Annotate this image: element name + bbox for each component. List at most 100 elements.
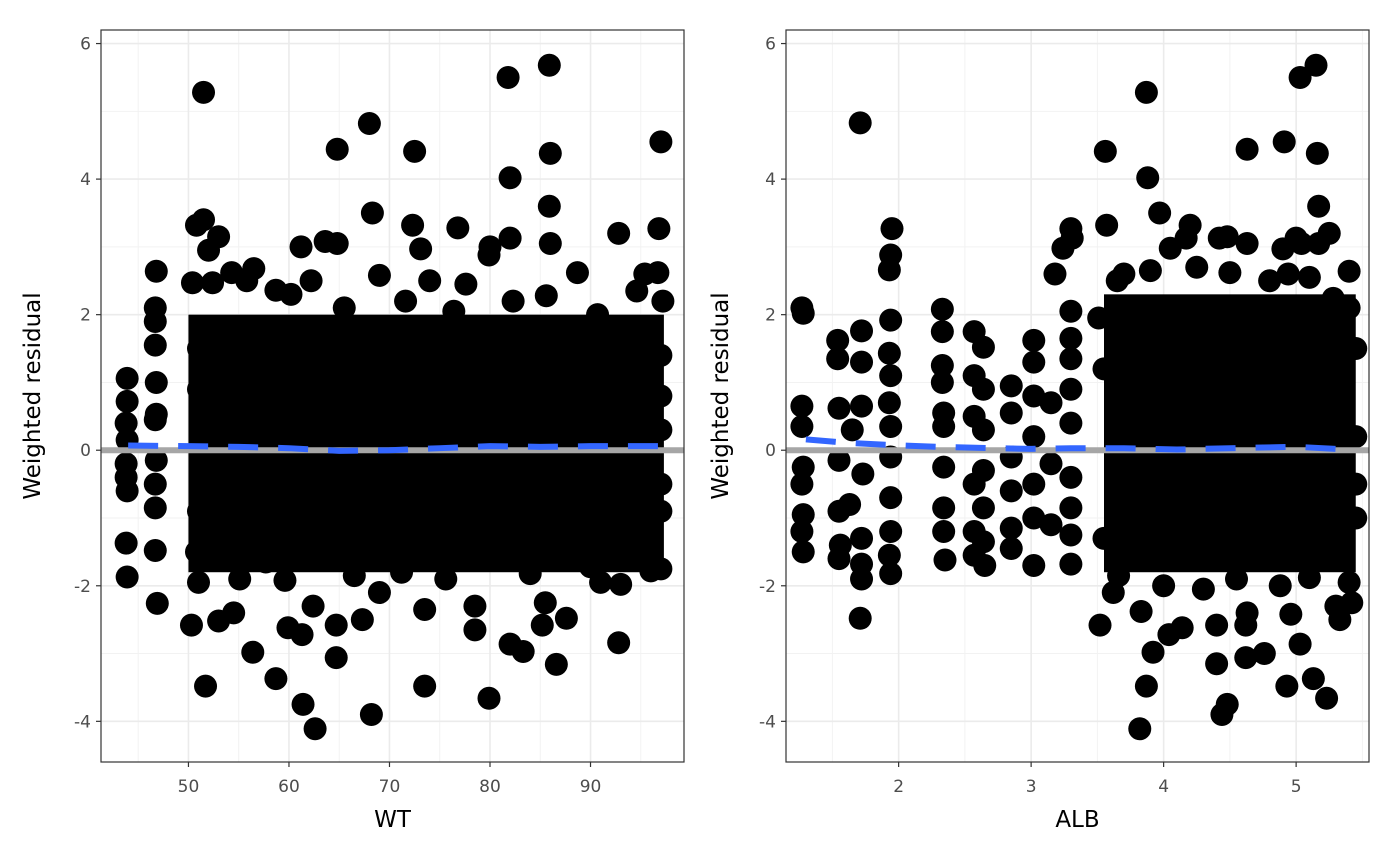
data-point xyxy=(1092,357,1116,381)
data-point xyxy=(1344,425,1368,449)
data-point xyxy=(933,548,957,572)
data-point xyxy=(1043,262,1067,286)
data-point xyxy=(478,499,502,523)
data-point xyxy=(790,520,814,544)
data-point xyxy=(1178,213,1202,237)
data-point xyxy=(1258,269,1282,293)
data-point xyxy=(609,370,633,394)
data-point xyxy=(850,567,874,591)
data-point xyxy=(537,53,561,77)
data-point xyxy=(877,543,901,567)
data-point xyxy=(558,459,582,483)
data-point xyxy=(518,526,542,550)
data-point xyxy=(879,520,903,544)
data-point xyxy=(143,496,167,520)
data-point xyxy=(324,613,348,637)
data-point xyxy=(332,296,356,320)
dense-point-band xyxy=(1104,294,1356,573)
data-point xyxy=(413,674,437,698)
data-point xyxy=(1060,226,1084,250)
data-point xyxy=(194,674,218,698)
data-point xyxy=(1022,553,1046,577)
data-point xyxy=(1141,640,1165,664)
data-point xyxy=(625,279,649,303)
smooth-trend-line xyxy=(805,436,1337,453)
data-point xyxy=(649,557,673,581)
data-point xyxy=(143,333,167,357)
data-point xyxy=(299,269,323,293)
y-tick-label: -4 xyxy=(759,712,776,732)
data-point xyxy=(1059,299,1083,323)
data-point xyxy=(488,384,512,408)
data-point xyxy=(498,226,522,250)
data-point xyxy=(307,384,331,408)
data-point xyxy=(1205,652,1229,676)
panel-wt: 50 60 70 80 90 -4 -2 0 2 4 6 WT Weighted residual xyxy=(20,29,685,833)
data-point xyxy=(971,335,995,359)
data-point xyxy=(217,520,241,544)
data-point xyxy=(1297,265,1321,289)
data-point xyxy=(1315,686,1339,710)
data-point xyxy=(401,213,425,237)
data-point xyxy=(1301,667,1325,691)
data-point xyxy=(180,271,204,295)
data-point xyxy=(848,111,872,135)
data-point xyxy=(790,394,814,418)
data-point xyxy=(649,499,673,523)
data-point xyxy=(184,540,208,564)
data-point xyxy=(838,492,862,516)
data-point xyxy=(1022,384,1046,408)
data-point xyxy=(501,289,525,313)
data-point xyxy=(377,418,401,442)
x-tick-label: 60 xyxy=(278,777,300,797)
data-point xyxy=(144,370,168,394)
data-point xyxy=(201,271,225,295)
data-point xyxy=(609,572,633,596)
x-tick-label: 5 xyxy=(1291,777,1302,797)
data-point xyxy=(187,570,211,594)
data-point xyxy=(291,692,315,716)
data-point xyxy=(791,455,815,479)
data-point xyxy=(398,533,422,557)
data-point xyxy=(187,337,211,361)
data-point xyxy=(971,418,995,442)
data-point xyxy=(827,547,851,571)
data-point xyxy=(607,631,631,655)
data-point xyxy=(145,591,169,615)
data-point xyxy=(325,232,349,255)
data-point xyxy=(179,613,203,637)
data-point xyxy=(999,479,1023,503)
data-point xyxy=(143,539,167,563)
data-point xyxy=(548,377,572,401)
data-point xyxy=(337,526,361,550)
data-point xyxy=(1059,523,1083,547)
data-point xyxy=(390,560,414,584)
data-point xyxy=(143,408,167,432)
data-point xyxy=(409,237,433,261)
data-point xyxy=(350,608,374,632)
data-point xyxy=(850,394,874,418)
data-point xyxy=(1304,53,1328,77)
data-point xyxy=(115,479,139,503)
data-point xyxy=(850,319,874,343)
data-point xyxy=(790,415,814,438)
data-point xyxy=(1039,452,1063,476)
data-point xyxy=(367,581,391,605)
data-point xyxy=(1128,717,1152,741)
data-point xyxy=(879,308,903,332)
data-point xyxy=(438,411,462,435)
data-point xyxy=(879,562,903,586)
data-point xyxy=(357,499,381,523)
x-tick-label: 80 xyxy=(479,777,501,797)
data-point xyxy=(1337,570,1361,594)
data-point xyxy=(930,370,954,394)
data-point xyxy=(237,492,261,516)
data-point xyxy=(324,646,348,670)
data-point xyxy=(649,472,673,496)
data-point xyxy=(289,235,313,259)
data-point xyxy=(496,65,520,89)
data-point xyxy=(1268,574,1292,598)
data-point xyxy=(649,343,673,367)
data-point xyxy=(254,550,278,574)
data-point xyxy=(579,555,603,579)
